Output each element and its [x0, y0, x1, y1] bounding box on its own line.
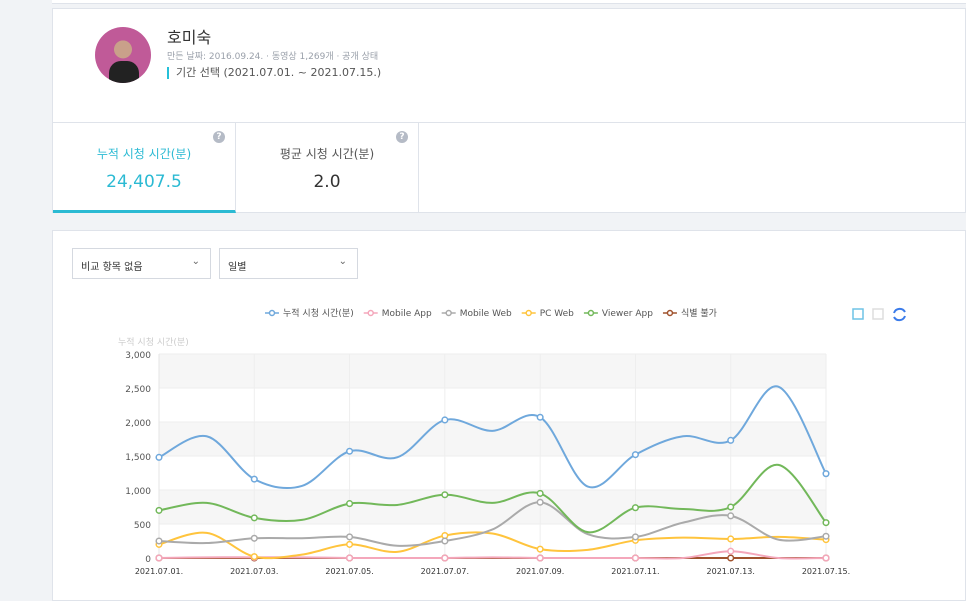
data-point: [631, 504, 639, 512]
grid-band: [159, 422, 826, 456]
y-tick-label: 2,500: [125, 385, 151, 395]
x-tick-label: 2021.07.11.: [611, 567, 659, 576]
data-point: [536, 498, 544, 506]
channel-profile: 호미숙 만든 날짜: 2016.09.24. · 동영상 1,269개 · 공개…: [52, 8, 966, 123]
legend-marker-dot: [445, 309, 452, 317]
help-icon[interactable]: ?: [396, 131, 408, 143]
legend-item: 식별 불가: [681, 308, 717, 319]
data-point: [822, 470, 830, 478]
data-point: [631, 451, 639, 459]
data-point: [536, 554, 544, 562]
chevron-down-icon: ⌄: [191, 256, 200, 267]
y-tick-label: 2,000: [125, 419, 151, 429]
refresh-icon[interactable]: [893, 307, 906, 322]
data-point: [346, 533, 354, 541]
data-point: [536, 489, 544, 497]
data-point: [346, 500, 354, 508]
data-point: [346, 554, 354, 562]
period-selector[interactable]: 기간 선택 (2021.07.01. ~ 2021.07.15.): [167, 67, 381, 79]
data-point: [155, 537, 163, 545]
legend-item: Mobile Web: [460, 309, 512, 319]
stats-tabs: ? 누적 시청 시간(분) 24,407.5 ? 평균 시청 시간(분) 2.0: [52, 123, 966, 213]
data-point: [727, 512, 735, 520]
tab-average-watch-time[interactable]: ? 평균 시청 시간(분) 2.0: [236, 123, 419, 213]
data-point: [155, 506, 163, 514]
data-point: [822, 519, 830, 527]
legend-item: Viewer App: [602, 309, 653, 319]
compare-select[interactable]: 비교 항목 없음 ⌄: [72, 248, 211, 279]
help-icon[interactable]: ?: [213, 131, 225, 143]
data-point: [727, 554, 735, 562]
grid-band: [159, 354, 826, 388]
chevron-down-icon: ⌄: [338, 256, 347, 267]
x-tick-label: 2021.07.13.: [707, 567, 755, 576]
data-point: [441, 554, 449, 562]
data-point: [727, 436, 735, 444]
data-point: [536, 545, 544, 553]
stat-value: 24,407.5: [106, 172, 182, 192]
x-tick-label: 2021.07.09.: [516, 567, 564, 576]
legend-marker-dot: [587, 309, 595, 317]
data-point: [250, 514, 258, 522]
data-point: [250, 534, 258, 542]
legend-marker-dot: [268, 309, 276, 317]
legend-item: Mobile App: [382, 309, 432, 319]
channel-meta: 만든 날짜: 2016.09.24. · 동영상 1,269개 · 공개 상태: [167, 52, 379, 62]
data-point: [822, 532, 830, 540]
x-tick-label: 2021.07.15.: [802, 567, 850, 576]
data-point: [441, 491, 449, 499]
data-point: [250, 475, 258, 483]
x-tick-label: 2021.07.05.: [325, 567, 373, 576]
data-point: [250, 553, 258, 561]
y-tick-label: 1,000: [125, 487, 151, 497]
y-axis-label: 누적 시청 시간(분): [118, 336, 189, 348]
legend-item: PC Web: [540, 309, 574, 319]
data-point: [631, 554, 639, 562]
x-tick-label: 2021.07.01.: [135, 567, 183, 576]
data-point: [346, 447, 354, 455]
tab-total-watch-time[interactable]: ? 누적 시청 시간(분) 24,407.5: [53, 123, 236, 213]
channel-name: 호미숙: [167, 28, 212, 47]
data-point: [441, 416, 449, 424]
y-tick-label: 3,000: [125, 351, 151, 361]
legend-marker-dot: [367, 309, 374, 317]
legend-item: 누적 시청 시간(분): [283, 307, 354, 319]
stat-value: 2.0: [313, 172, 341, 192]
data-point: [536, 413, 544, 421]
top-bar: [52, 0, 966, 4]
grid-band: [159, 490, 826, 524]
data-point: [155, 453, 163, 461]
data-point: [727, 503, 735, 511]
series-line: [158, 501, 827, 547]
y-tick-label: 500: [134, 521, 151, 531]
data-point: [727, 535, 735, 543]
series-line: [158, 531, 827, 560]
legend-marker-dot: [666, 309, 674, 317]
data-point: [346, 540, 354, 548]
zoom-reset-icon[interactable]: [872, 308, 884, 320]
y-tick-label: 0: [145, 555, 151, 565]
avatar: [95, 27, 151, 83]
data-point: [155, 554, 163, 562]
x-tick-label: 2021.07.03.: [230, 567, 278, 576]
stat-label: 누적 시청 시간(분): [96, 147, 192, 161]
data-point: [822, 554, 830, 562]
chart-toolbar: [852, 307, 906, 322]
stat-label: 평균 시청 시간(분): [279, 147, 375, 161]
data-point: [727, 547, 735, 555]
legend-marker-dot: [525, 309, 532, 317]
series-line: [158, 463, 827, 534]
period-select[interactable]: 일별 ⌄: [219, 248, 358, 279]
data-point: [441, 537, 449, 545]
period-select-value: 일별: [228, 262, 247, 273]
zoom-icon[interactable]: [852, 308, 864, 320]
y-tick-label: 1,500: [125, 453, 151, 463]
x-tick-label: 2021.07.07.: [421, 567, 469, 576]
data-point: [631, 533, 639, 541]
compare-select-value: 비교 항목 없음: [81, 262, 143, 273]
